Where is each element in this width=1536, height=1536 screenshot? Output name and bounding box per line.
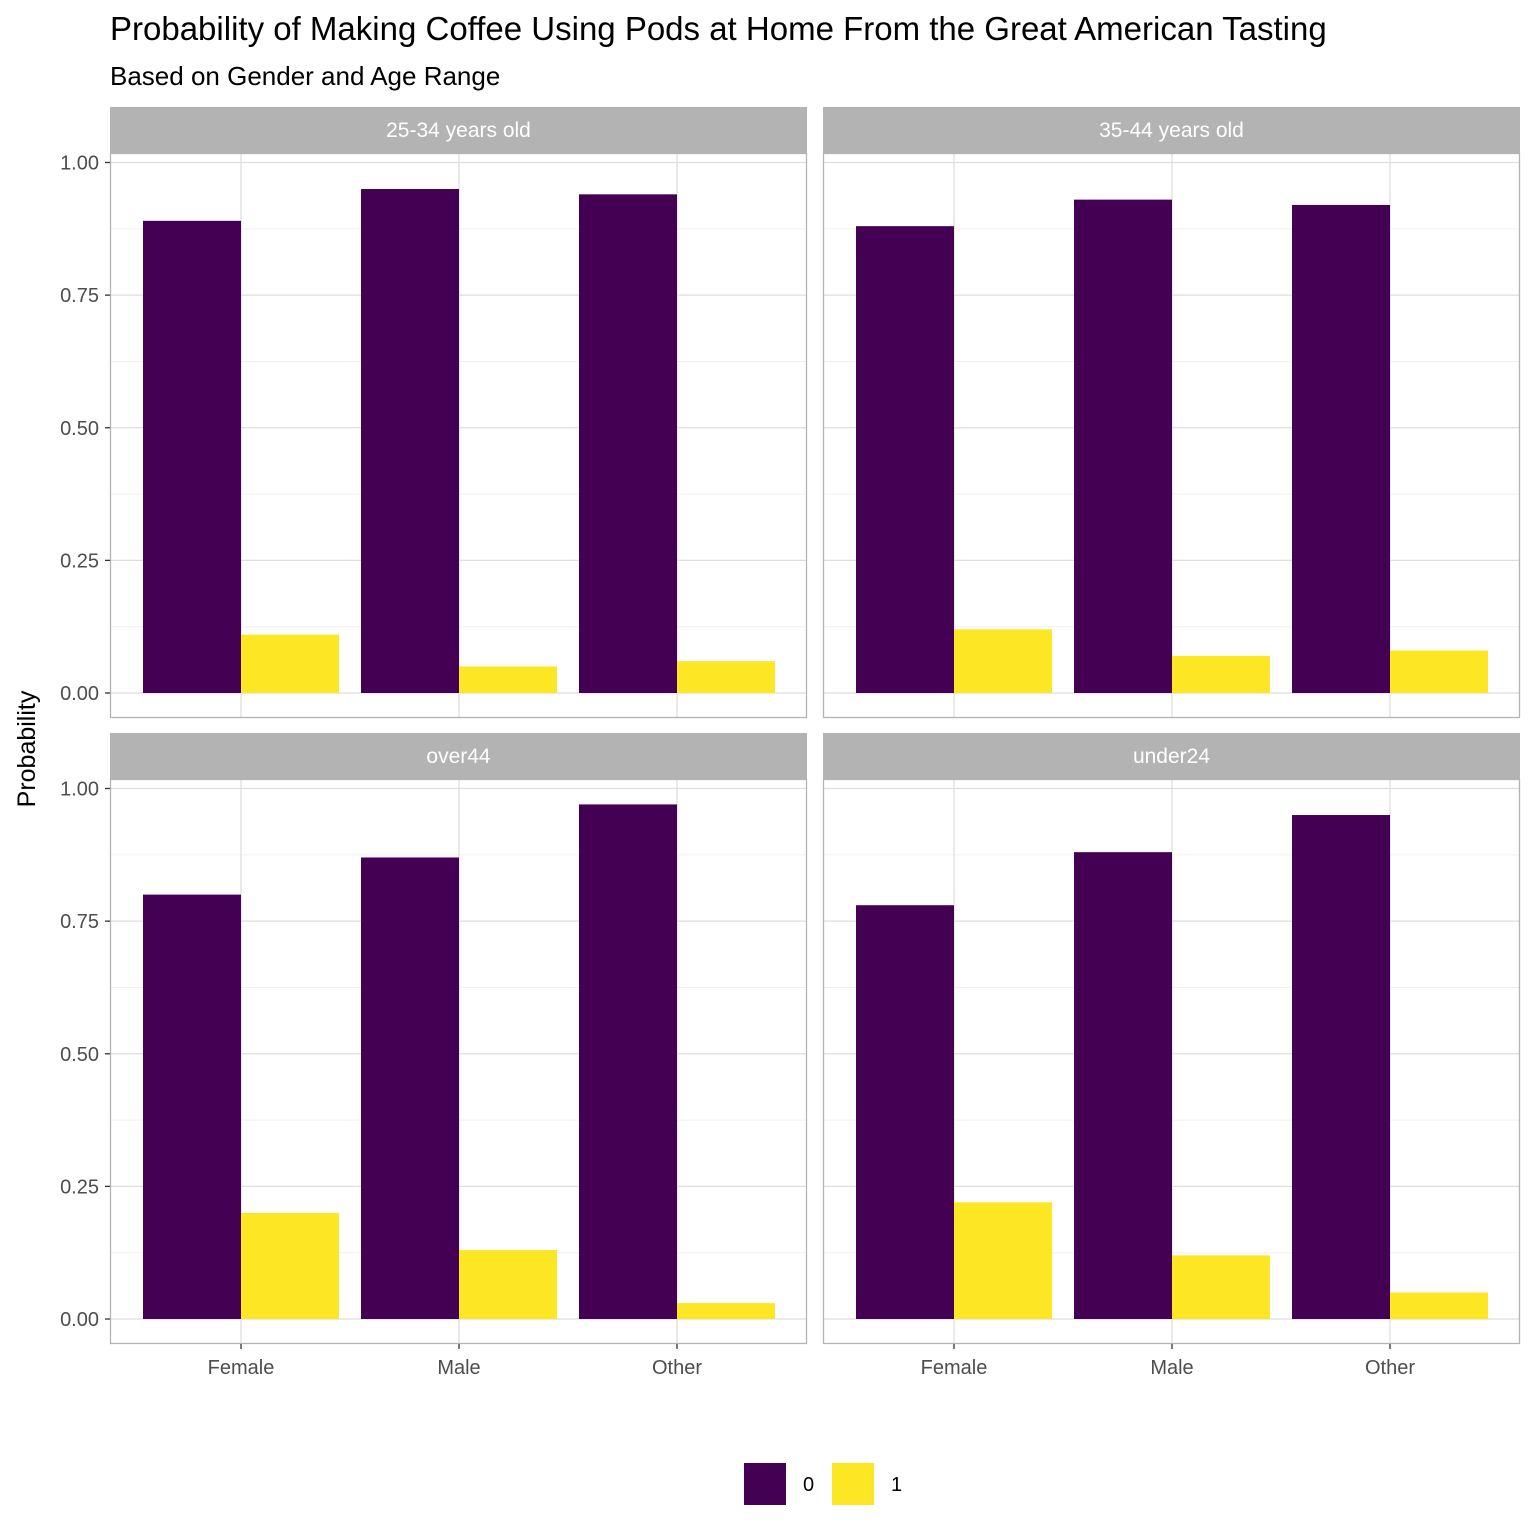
bar-male-series-0 [361, 189, 459, 693]
facet-panel: under24 Female Male Other [822, 733, 1521, 1379]
bar-other-series-1 [1390, 1292, 1488, 1319]
bar-female-series-1 [241, 1212, 339, 1319]
bar-male-series-1 [459, 666, 557, 693]
facet-strip [823, 733, 1520, 779]
bar-female-series-0 [856, 226, 954, 693]
y-tick-label: 1.00 [60, 153, 99, 175]
facet-strip-label: under24 [1133, 745, 1210, 768]
bar-other-series-1 [677, 1303, 775, 1319]
legend-label-0: 0 [803, 1474, 814, 1496]
y-tick-label: 0.25 [60, 1176, 99, 1198]
bar-other-series-1 [677, 661, 775, 693]
facet-panel: 25-34 years old 0.00 0.25 0.50 0.75 1.00 [60, 107, 808, 719]
y-tick-label: 0.50 [60, 1044, 99, 1066]
y-tick-label: 1.00 [60, 779, 99, 801]
bar-female-series-1 [954, 629, 1052, 693]
x-tick-label: Other [652, 1357, 702, 1379]
x-tick-label: Other [1365, 1357, 1415, 1379]
bar-female-series-1 [954, 1202, 1052, 1319]
facet-strip-label: 35-44 years old [1099, 119, 1244, 142]
facet-panel: 35-44 years old [822, 107, 1521, 719]
bar-other-series-0 [579, 804, 677, 1319]
bar-male-series-0 [1074, 199, 1172, 693]
chart-subtitle: Based on Gender and Age Range [110, 61, 500, 91]
x-tick-label: Male [1150, 1357, 1193, 1379]
bar-male-series-1 [1172, 655, 1270, 693]
bar-male-series-1 [1172, 1255, 1270, 1319]
x-tick-label: Female [921, 1357, 988, 1379]
y-tick-label: 0.50 [60, 418, 99, 440]
bar-male-series-0 [1074, 852, 1172, 1319]
bar-male-series-0 [361, 857, 459, 1319]
panel-border [109, 152, 808, 719]
x-tick-label: Male [437, 1357, 480, 1379]
panel-border [822, 778, 1521, 1345]
bar-female-series-0 [856, 905, 954, 1319]
chart-title: Probability of Making Coffee Using Pods … [110, 10, 1327, 47]
bar-female-series-0 [143, 894, 241, 1319]
legend-label-1: 1 [891, 1474, 902, 1496]
y-tick-label: 0.75 [60, 285, 99, 307]
facet-strip-label: 25-34 years old [386, 119, 531, 142]
facet-strip-label: over44 [426, 745, 491, 768]
legend-key-0 [744, 1463, 786, 1505]
bar-other-series-0 [1292, 815, 1390, 1319]
bar-other-series-0 [579, 194, 677, 693]
y-tick-label: 0.00 [60, 683, 99, 705]
bar-other-series-1 [1390, 650, 1488, 693]
facet-strip [823, 107, 1520, 153]
y-tick-label: 0.75 [60, 911, 99, 933]
panel-border [822, 152, 1521, 719]
y-tick-label: 0.25 [60, 550, 99, 572]
panel-border [109, 778, 808, 1345]
y-axis-title: Probability [13, 690, 41, 807]
facet-panel: over44 0.00 0.25 0.50 0.75 1.00 Female Male Othe… [60, 733, 808, 1379]
facet-strip [110, 733, 807, 779]
facet-strip [110, 107, 807, 153]
facet-panels: 25-34 years old 0.00 0.25 0.50 0.75 1.00 35-44… [60, 107, 1521, 1379]
bar-other-series-0 [1292, 204, 1390, 693]
legend-key-1 [832, 1463, 874, 1505]
y-tick-label: 0.00 [60, 1309, 99, 1331]
bar-female-series-1 [241, 634, 339, 693]
bar-male-series-1 [459, 1250, 557, 1319]
bar-female-series-0 [143, 220, 241, 694]
x-tick-label: Female [208, 1357, 275, 1379]
